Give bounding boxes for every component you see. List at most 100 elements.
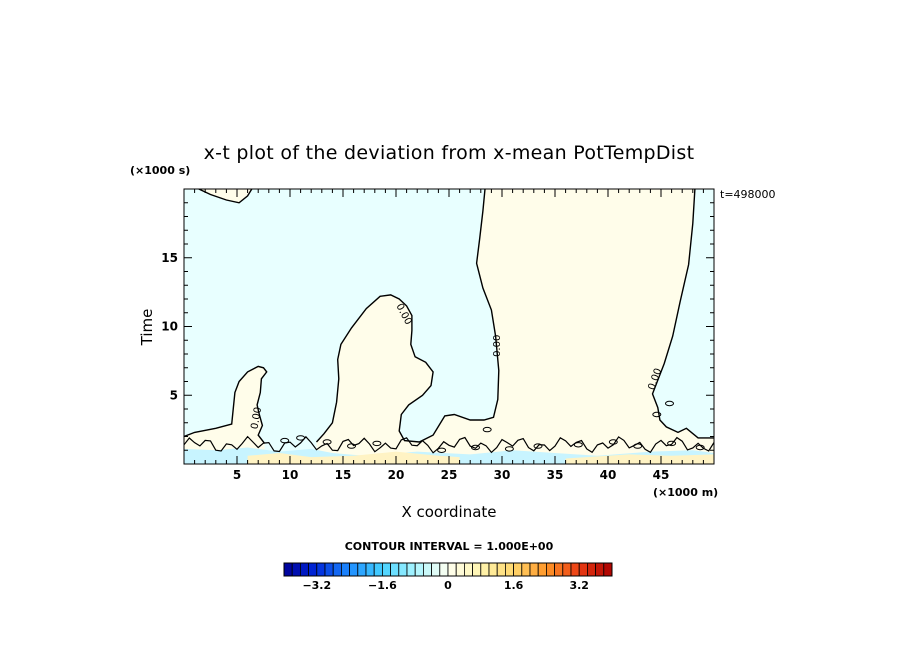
colorbar-swatch bbox=[316, 562, 326, 577]
colorbar-swatch bbox=[562, 562, 572, 577]
colorbar-swatch bbox=[422, 562, 432, 577]
colorbar-swatch bbox=[554, 562, 564, 577]
y-tick-label: 15 bbox=[161, 251, 178, 265]
colorbar-swatch bbox=[308, 562, 318, 577]
small-contour bbox=[372, 440, 382, 447]
colorbar-swatch bbox=[283, 562, 293, 577]
colorbar-swatch bbox=[570, 562, 580, 577]
small-contour bbox=[296, 435, 306, 441]
colorbar-swatch bbox=[340, 562, 350, 577]
colorbar-swatch bbox=[578, 562, 588, 577]
small-contour bbox=[665, 400, 674, 407]
small-contour bbox=[471, 444, 480, 451]
chart-title: x-t plot of the deviation from x-mean Po… bbox=[204, 142, 695, 164]
small-contour bbox=[608, 439, 618, 445]
zero-contour-line bbox=[184, 365, 268, 444]
contour-value-label: 0.00 bbox=[492, 335, 503, 357]
x-axis-unit: (×1000 m) bbox=[653, 486, 718, 499]
x-tick-label: 30 bbox=[494, 468, 511, 482]
negative-tongue-fill bbox=[652, 189, 714, 438]
x-tick-label: 40 bbox=[600, 468, 617, 482]
colorbar-swatch bbox=[365, 562, 375, 577]
y-tick-label: 10 bbox=[161, 320, 178, 334]
small-contours bbox=[280, 400, 705, 453]
colorbar-swatch bbox=[455, 562, 465, 577]
colorbar-swatch bbox=[447, 562, 457, 577]
small-contour bbox=[573, 442, 583, 448]
small-contour bbox=[667, 440, 677, 447]
colorbar-swatch bbox=[496, 562, 506, 577]
zero-contours bbox=[184, 189, 714, 454]
y-axis-unit: (×1000 s) bbox=[130, 164, 190, 177]
colorbar-swatch bbox=[373, 562, 383, 577]
colorbar-tick-label: −3.2 bbox=[302, 579, 331, 592]
y-tick-label: 5 bbox=[170, 388, 178, 402]
colorbar-swatch bbox=[463, 562, 473, 577]
contour-interval: CONTOUR INTERVAL = 1.000E+00 bbox=[345, 540, 554, 553]
x-tick-label: 20 bbox=[388, 468, 405, 482]
x-tick-label: 15 bbox=[335, 468, 352, 482]
zero-contour-line bbox=[315, 189, 500, 443]
small-contour bbox=[482, 426, 492, 433]
y-axis: 5 10 15 bbox=[161, 202, 714, 451]
colorbar-tick-label: 3.2 bbox=[569, 579, 589, 592]
colorbar-swatch bbox=[299, 562, 309, 577]
zero-contour-line bbox=[198, 189, 253, 204]
positive-region-left bbox=[184, 366, 267, 464]
positive-region-top bbox=[198, 189, 252, 203]
colorbar-swatch bbox=[529, 562, 539, 577]
colorbar-swatch bbox=[332, 562, 342, 577]
colorbar-swatch bbox=[324, 562, 334, 577]
colorbar-swatch bbox=[381, 562, 391, 577]
colorbar-tick-label: −1.6 bbox=[368, 579, 397, 592]
x-axis-label: X coordinate bbox=[401, 503, 496, 521]
colorbar-swatch bbox=[587, 562, 597, 577]
colorbar-swatch bbox=[431, 562, 441, 577]
small-contour bbox=[504, 446, 514, 452]
colorbar-frame bbox=[283, 562, 613, 577]
small-contour bbox=[280, 437, 290, 444]
low-contour-line bbox=[184, 435, 714, 454]
x-tick-label: 35 bbox=[547, 468, 564, 482]
small-contour bbox=[633, 443, 643, 449]
colorbar-swatch bbox=[488, 562, 498, 577]
colorbar-swatch bbox=[595, 562, 605, 577]
colorbar-swatch bbox=[357, 562, 367, 577]
colorbar-tick-label: 0 bbox=[444, 579, 452, 592]
colorbar-tick-label: 1.6 bbox=[504, 579, 524, 592]
colorbar-swatch bbox=[398, 562, 408, 577]
small-contour bbox=[347, 443, 356, 449]
zero-contour-line bbox=[651, 189, 714, 439]
colorbar-swatch bbox=[472, 562, 482, 577]
x-axis: 5 10 15 20 25 30 35 40 45 bbox=[194, 189, 704, 482]
small-contour bbox=[533, 443, 543, 449]
x-tick-label: 5 bbox=[233, 468, 241, 482]
plot-area bbox=[184, 189, 714, 464]
colorbar-swatch bbox=[546, 562, 556, 577]
small-contour bbox=[695, 444, 705, 451]
colorbar-swatch bbox=[406, 562, 416, 577]
colorbar-swatch bbox=[521, 562, 531, 577]
y-axis-label: Time bbox=[138, 309, 156, 347]
colorbar-swatch bbox=[291, 562, 301, 577]
colorbar-swatch bbox=[603, 562, 613, 577]
small-contour bbox=[437, 447, 447, 453]
x-tick-label: 45 bbox=[653, 468, 670, 482]
x-tick-label: 10 bbox=[282, 468, 299, 482]
x-tick-label: 25 bbox=[441, 468, 458, 482]
colorbar-swatch bbox=[504, 562, 514, 577]
contour-value-label: 0.00 bbox=[249, 406, 264, 430]
colorbar-swatch bbox=[439, 562, 449, 577]
small-contour bbox=[322, 439, 332, 445]
colorbar-swatch bbox=[349, 562, 359, 577]
colorbar: −3.2 −1.6 0 1.6 3.2 bbox=[283, 562, 613, 592]
colorbar-swatch bbox=[390, 562, 400, 577]
colorbar-swatch bbox=[513, 562, 523, 577]
colorbar-swatch bbox=[480, 562, 490, 577]
small-contour bbox=[652, 411, 662, 418]
time-stamp: t=498000 bbox=[720, 188, 776, 201]
colorbar-swatch bbox=[537, 562, 547, 577]
positive-region-right bbox=[316, 189, 714, 464]
colorbar-swatch bbox=[414, 562, 424, 577]
